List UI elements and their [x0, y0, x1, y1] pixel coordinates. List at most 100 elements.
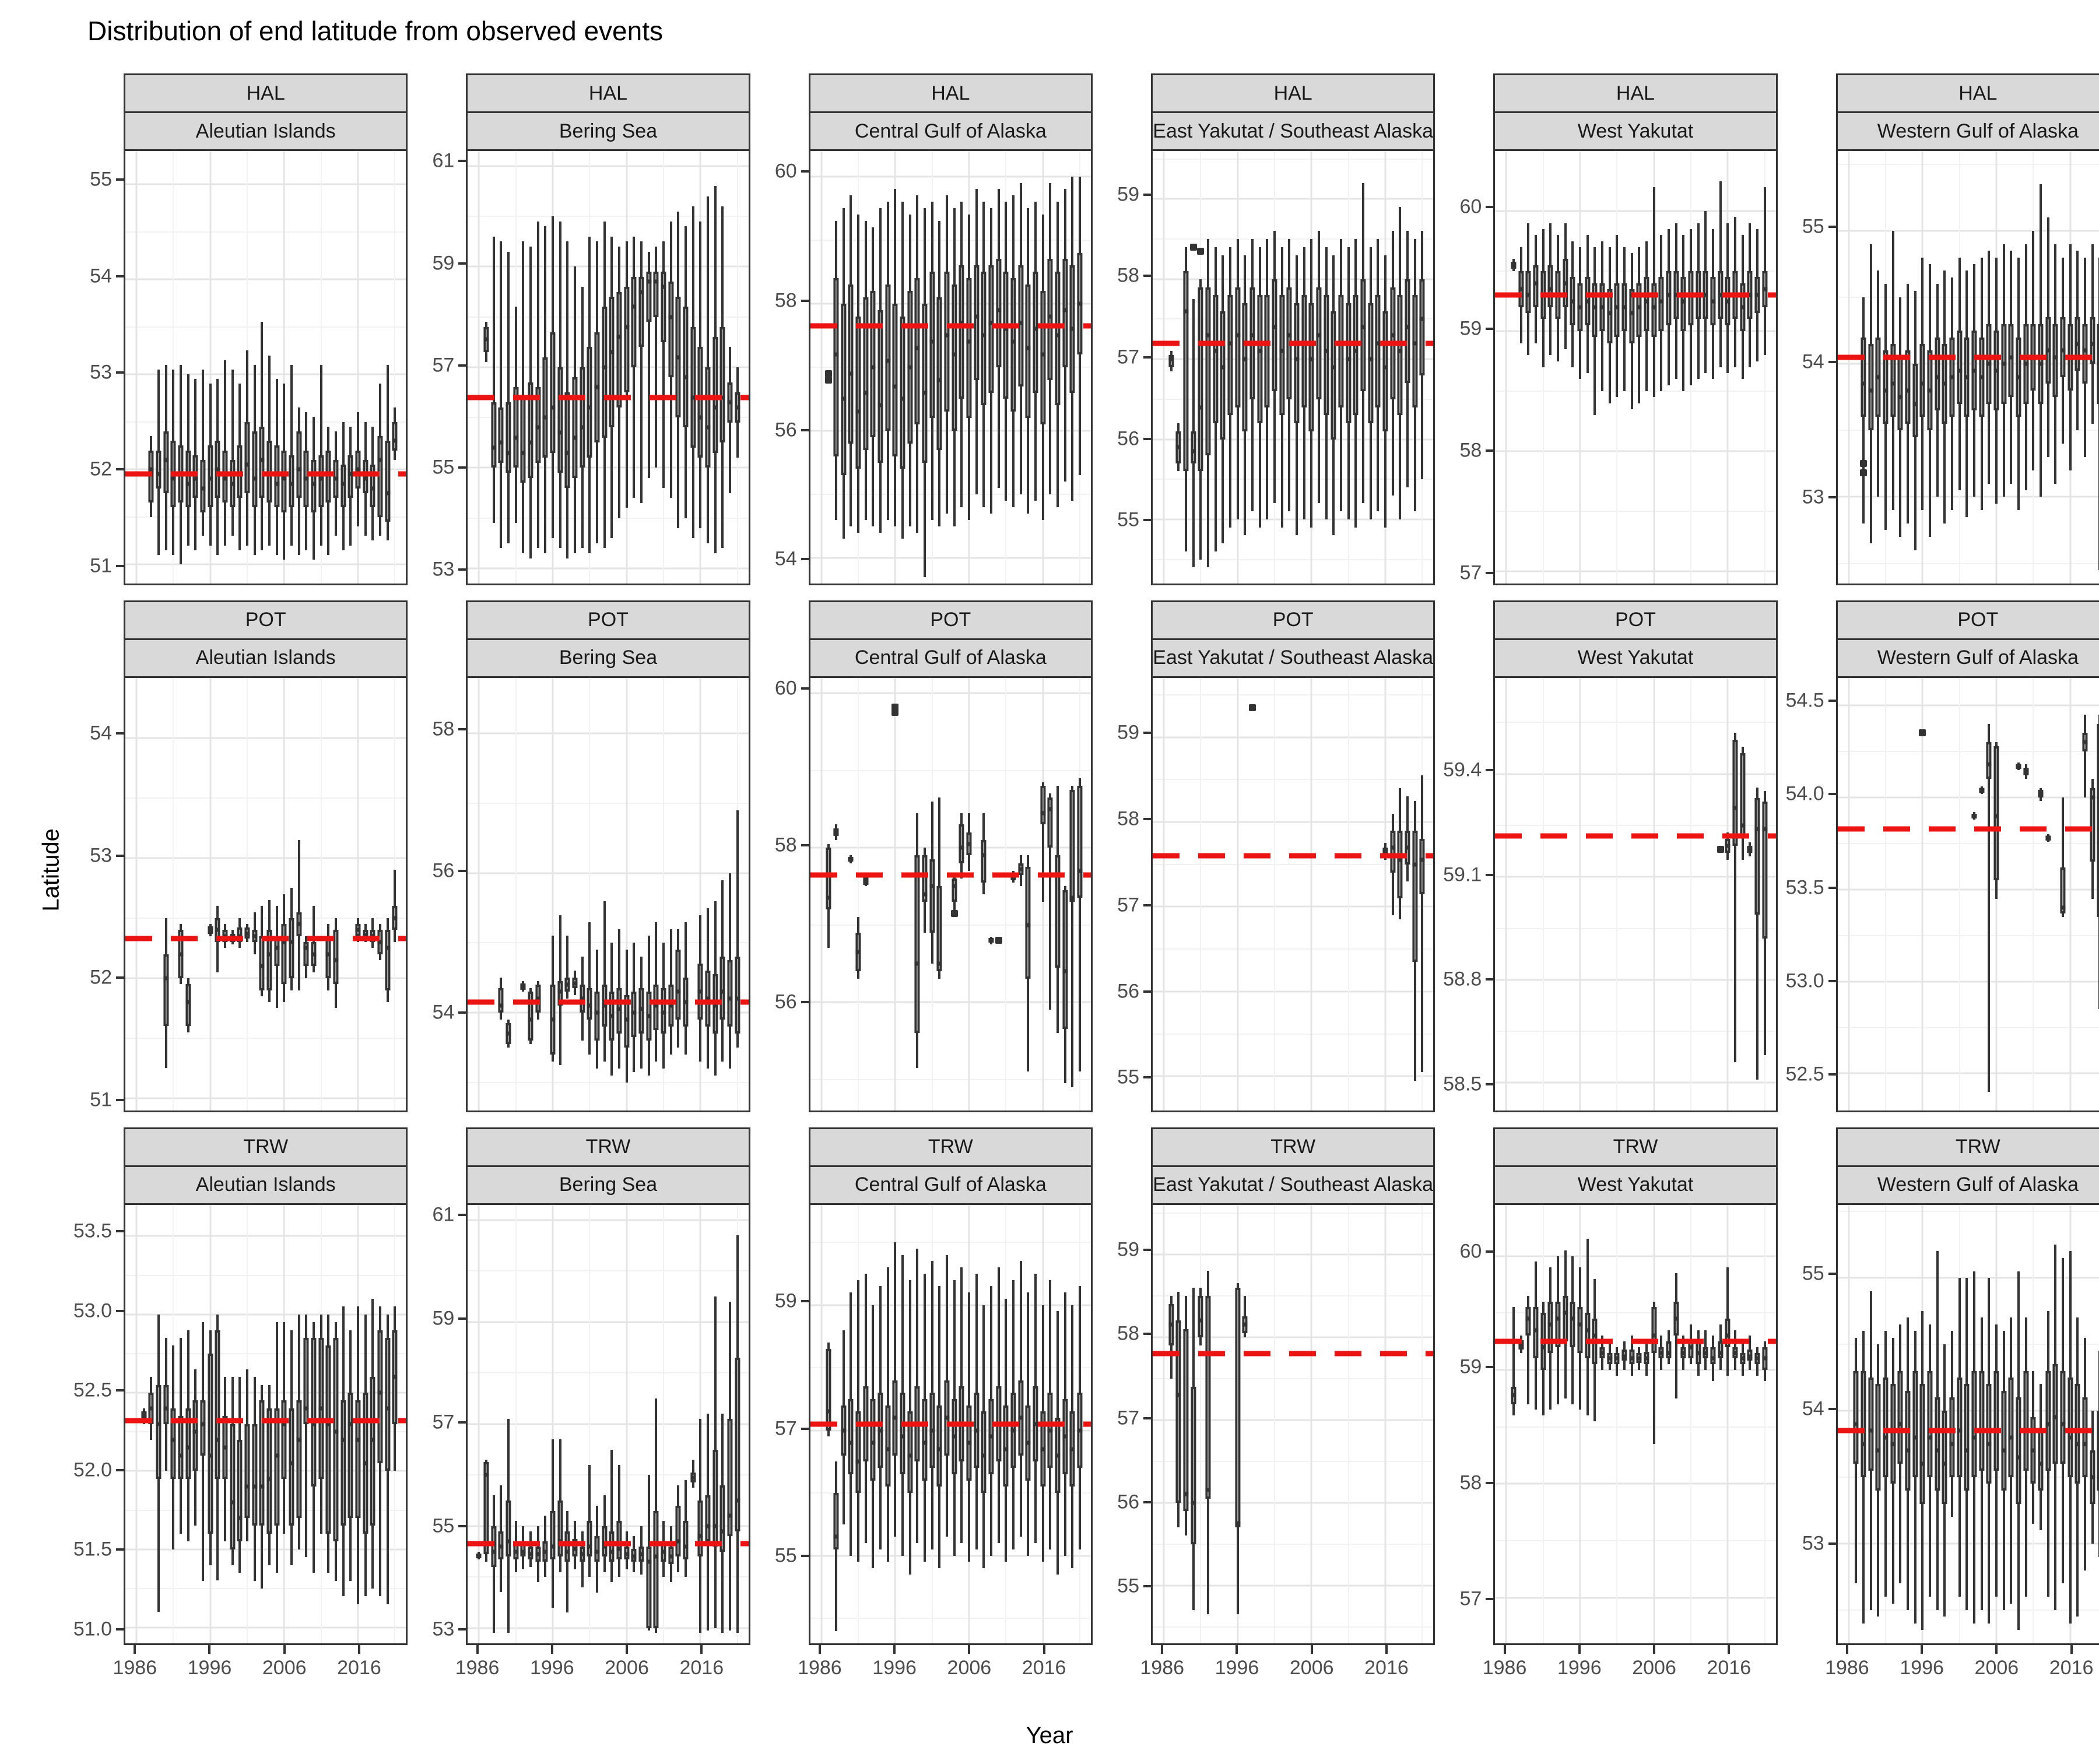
x-tick-label: 2006 [1289, 1657, 1334, 1679]
boxplot-median [712, 1524, 718, 1528]
boxplot-median [2097, 361, 2099, 366]
gridline-y-major [468, 1321, 749, 1323]
y-tick-label: 58 [774, 289, 797, 312]
boxplot-box [557, 1501, 563, 1557]
gridline-y-minor [1837, 430, 2099, 431]
boxplot-median [900, 396, 905, 401]
y-tick-mark [116, 732, 124, 735]
boxplot-box [2008, 324, 2014, 398]
boxplot-median [1294, 357, 1300, 361]
boxplot-box [572, 377, 578, 478]
gridline-x-minor [173, 151, 174, 584]
boxplot-median [244, 1484, 250, 1489]
reference-line [1152, 340, 1434, 346]
gridline-x-major [209, 677, 212, 1111]
boxplot-median [1191, 1501, 1196, 1505]
gridline-y-major [125, 977, 406, 979]
boxplot-median [1651, 305, 1657, 310]
boxplot-median [1570, 299, 1575, 304]
boxplot-median [1062, 969, 1068, 974]
boxplot-median [697, 415, 703, 420]
boxplot-box [1375, 295, 1381, 407]
boxplot-box [675, 1505, 681, 1557]
gridline-y-major [468, 1011, 749, 1014]
x-tick-label: 2016 [1364, 1657, 1409, 1679]
facet-strip-gear: POT [1493, 600, 1778, 640]
boxplot-median [520, 1549, 526, 1554]
boxplot-box [266, 1408, 272, 1534]
facet-cell: 59 58 57 56 55 TRW East Yakutat / Southeast … [1095, 1127, 1435, 1682]
gridline-y-major [1152, 736, 1434, 739]
boxplot-box [959, 824, 964, 863]
boxplot-box [2082, 324, 2088, 384]
boxplot-median [1025, 1440, 1031, 1445]
reference-line [1837, 1428, 2099, 1433]
boxplot-box [208, 1353, 213, 1534]
boxplot-box [981, 272, 987, 406]
boxplot-median [392, 1375, 398, 1379]
gridline-x-minor [1542, 677, 1544, 1111]
boxplot-median [966, 1440, 972, 1445]
boxplot-median [1935, 1448, 1940, 1453]
facet-cell: 55 54 53 52 51 HAL Aleutian Islands [68, 73, 408, 585]
facet-strip-region: Aleutian Islands [124, 1166, 408, 1205]
boxplot-median [602, 365, 608, 370]
boxplot-median [653, 1554, 659, 1559]
y-tick-mark [116, 1548, 124, 1551]
gridline-y-minor [1837, 751, 2099, 753]
boxplot-median [616, 1547, 622, 1551]
boxplot-box [1205, 1295, 1211, 1499]
boxplot-median [1703, 1351, 1708, 1355]
boxplot-box [914, 855, 920, 1034]
boxplot-median [513, 1549, 519, 1554]
boxplot-median [2045, 348, 2051, 353]
boxplot-median [1986, 762, 1992, 767]
facet-strip-region: Central Gulf of Alaska [808, 639, 1093, 678]
facet-strip-gear: TRW [1835, 1127, 2099, 1167]
boxplot-box [1986, 742, 1992, 779]
boxplot-median [2001, 361, 2007, 366]
boxplot-box [914, 278, 920, 425]
boxplot-median [646, 1014, 652, 1018]
boxplot-median [833, 352, 839, 357]
boxplot-outlier [1717, 846, 1724, 853]
x-tick-label: 1996 [872, 1657, 917, 1679]
boxplot-median [624, 1552, 630, 1556]
y-tick-label: 52.5 [1785, 1063, 1824, 1085]
boxplot-median [2097, 1448, 2099, 1453]
y-tick-label: 54.5 [1785, 689, 1824, 712]
y-tick-mark [1828, 793, 1836, 796]
gridline-y-minor [468, 1576, 749, 1578]
x-tick-mark [357, 1645, 360, 1654]
y-tick-mark [116, 564, 124, 567]
boxplot-box [870, 1398, 876, 1481]
facet-strip-gear: HAL [808, 73, 1093, 113]
boxplot-median [528, 1552, 533, 1556]
x-axis: 1986 1996 2006 2016 [113, 1645, 408, 1682]
boxplot-median [363, 476, 368, 481]
facet-strip-gear: HAL [466, 73, 750, 113]
boxplot-median [1547, 287, 1553, 291]
y-tick-label: 59.4 [1443, 758, 1482, 781]
boxplot-box [1585, 1313, 1591, 1359]
facet-strip-gear-label: HAL [588, 82, 628, 104]
boxplot-median [638, 1552, 644, 1556]
boxplot-median [1183, 1492, 1189, 1496]
boxplot-median [163, 458, 169, 462]
gridline-x-minor [1347, 677, 1349, 1111]
gridline-y-major [1152, 438, 1434, 441]
y-tick-label: 56 [1117, 980, 1139, 1003]
boxplot-median [1621, 305, 1627, 310]
y-tick-mark [1143, 904, 1151, 906]
boxplot-median [1883, 1435, 1889, 1440]
boxplot-box [705, 1495, 711, 1541]
y-tick-label: 60 [1459, 1240, 1482, 1263]
boxplot-median [2016, 375, 2021, 379]
boxplot-median [274, 1453, 280, 1458]
y-tick-mark [116, 1098, 124, 1101]
facet-strip-region-label: Bering Sea [559, 646, 658, 669]
gridline-y-major [1495, 876, 1776, 878]
boxplot-median [1680, 299, 1686, 304]
gridline-y-minor [1837, 297, 2099, 298]
gridline-x-major [968, 677, 970, 1111]
